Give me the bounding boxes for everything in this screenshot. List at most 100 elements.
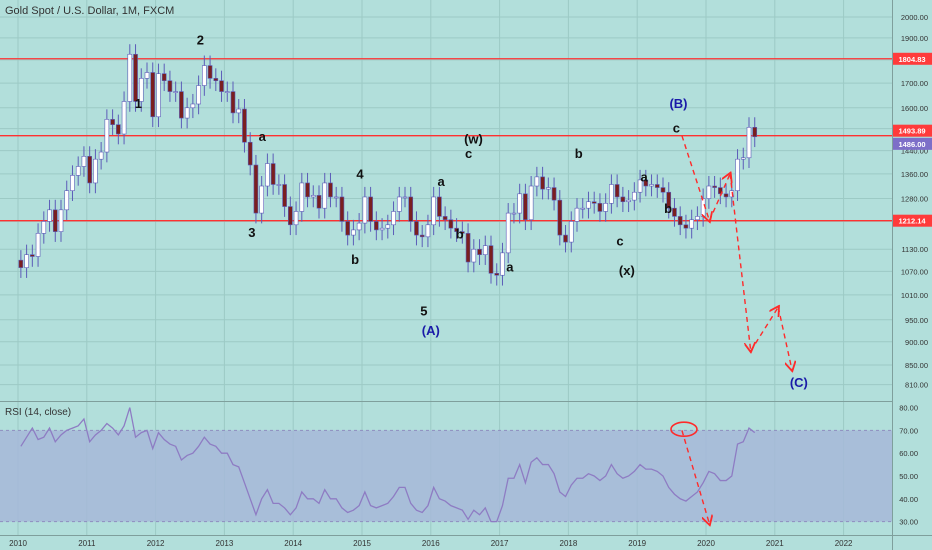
candle-body	[603, 203, 608, 212]
price-tick-label: 1700.00	[901, 79, 928, 88]
candle-body	[230, 91, 236, 114]
candle-body	[265, 163, 270, 187]
candle-body	[190, 103, 196, 109]
candle-body	[167, 80, 173, 92]
candle-body	[494, 273, 500, 276]
candle-body	[339, 196, 345, 222]
candle-body	[328, 182, 333, 198]
wave-label: 5	[420, 304, 427, 319]
price-tick-label: 810.00	[905, 381, 928, 390]
candle-body	[517, 193, 522, 214]
candle-body	[425, 224, 431, 238]
candle-body	[557, 199, 563, 236]
candle-body	[752, 127, 758, 138]
candle-body	[127, 53, 133, 102]
price-tag-label: 1212.14	[898, 217, 926, 226]
candle-body	[534, 176, 540, 187]
candle-body	[64, 190, 70, 211]
candle-body	[689, 219, 694, 229]
time-tick-label: 2013	[216, 539, 234, 548]
rsi-tick-label: 30.00	[899, 518, 918, 527]
candle-body	[488, 245, 494, 274]
candle-body	[161, 73, 167, 82]
candle-body	[735, 158, 740, 191]
projection-arrow	[777, 307, 792, 370]
wave-label: a	[438, 174, 446, 189]
candle-body	[620, 196, 626, 203]
wave-label: a	[259, 129, 267, 144]
candle-body	[368, 196, 373, 222]
time-tick-label: 2018	[560, 539, 578, 548]
candle-body	[58, 209, 64, 232]
candle-body	[333, 196, 339, 199]
candle-body	[247, 141, 253, 166]
candle-body	[465, 233, 471, 263]
candle-body	[52, 209, 58, 232]
candle-body	[385, 224, 391, 229]
candle-body	[156, 73, 161, 118]
time-tick-label: 2016	[422, 539, 440, 548]
price-tick-label: 1280.00	[901, 195, 928, 204]
wave-label: c	[616, 234, 623, 249]
price-tick-label: 1440.00	[901, 147, 928, 156]
candle-body	[213, 78, 219, 82]
candle-body	[116, 124, 121, 135]
candle-body	[362, 196, 368, 224]
candle-body	[677, 216, 683, 226]
time-tick-label: 2021	[766, 539, 784, 548]
projection-arrow	[729, 173, 751, 351]
price-tick-label: 850.00	[905, 361, 928, 370]
price-axis[interactable]: 2000.001900.001800.001700.001600.001520.…	[893, 0, 932, 535]
candle-body	[93, 158, 98, 184]
wave-label: (w)	[464, 132, 483, 147]
candle-body	[477, 248, 482, 255]
price-tag-label: 1493.89	[898, 127, 925, 136]
candle-body	[580, 207, 586, 210]
rsi-axis[interactable]: 80.00 70.00 60.00 50.00 40.00 30.00	[899, 404, 918, 527]
wave-label: b	[351, 252, 359, 267]
price-tag-box	[893, 214, 932, 227]
candle-body	[523, 193, 528, 221]
candles-layer	[18, 44, 758, 286]
candle-body	[121, 101, 127, 135]
time-tick-label: 2019	[628, 539, 646, 548]
wave-label: (B)	[669, 96, 687, 111]
candle-body	[288, 206, 293, 226]
candle-body	[649, 184, 654, 187]
candle-body	[144, 72, 150, 79]
candle-body	[236, 108, 242, 114]
candle-body	[706, 185, 712, 199]
candle-body	[591, 201, 597, 204]
candle-body	[391, 211, 396, 226]
candle-body	[374, 221, 379, 231]
price-axis-background	[893, 0, 932, 535]
candle-body	[41, 221, 47, 234]
candle-body	[414, 221, 419, 236]
time-axis[interactable]: 2010 2011 2012 2013 2014 2015 2016 2017 2018 2019…	[9, 539, 853, 548]
rsi-line	[20, 407, 756, 523]
candle-body	[253, 164, 259, 214]
candle-body	[660, 187, 666, 193]
candle-body	[35, 233, 41, 257]
wave-label: b	[664, 201, 672, 216]
rsi-tick-label: 50.00	[899, 472, 918, 481]
wave-label: c	[465, 146, 472, 161]
candle-body	[150, 72, 156, 118]
price-tag-box	[893, 137, 932, 150]
wave-label: a	[506, 259, 514, 274]
candle-body	[683, 224, 689, 229]
candle-body	[586, 201, 591, 209]
candle-body	[723, 193, 729, 198]
rsi-tick-label: 70.00	[899, 426, 918, 435]
price-tick-label: 900.00	[905, 338, 928, 347]
candle-body	[138, 78, 144, 102]
candle-body	[712, 185, 717, 188]
candle-body	[431, 196, 436, 226]
price-tick-label: 1360.00	[901, 170, 928, 179]
candle-body	[666, 191, 672, 209]
projection-layer	[670, 135, 792, 524]
candle-body	[563, 234, 568, 243]
candle-body	[511, 212, 517, 215]
candle-body	[614, 184, 620, 198]
